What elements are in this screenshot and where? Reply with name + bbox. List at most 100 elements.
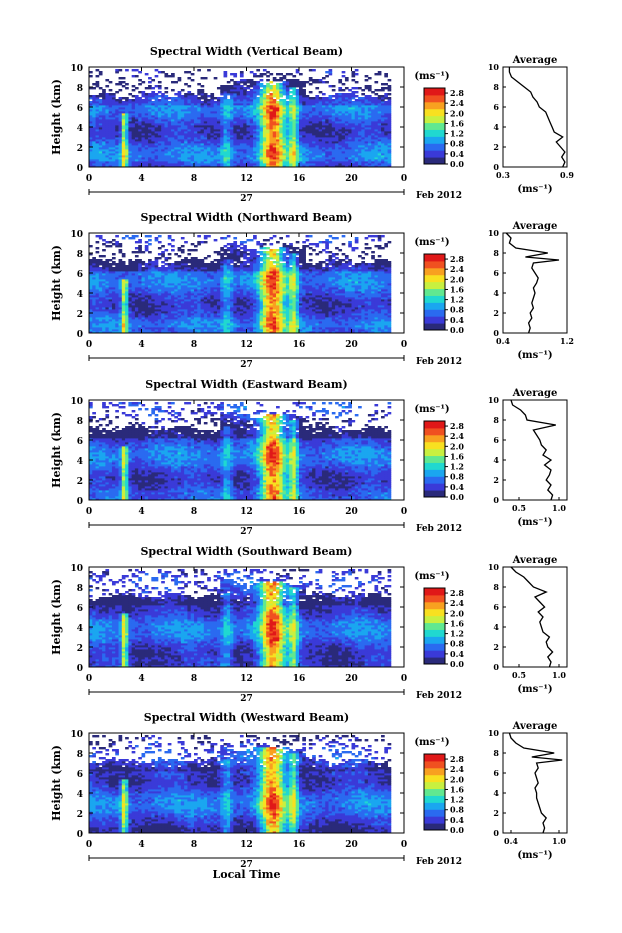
heatmap-cell: [299, 81, 303, 83]
heatmap-cell: [201, 77, 205, 79]
heatmap-cell: [142, 267, 146, 269]
heatmap-cell: [122, 101, 126, 103]
heatmap-cell: [388, 93, 392, 95]
heatmap-cell: [138, 71, 142, 73]
heatmap-cell: [240, 71, 244, 73]
heatmap-cell: [384, 73, 388, 75]
heatmap-cell: [164, 87, 168, 89]
heatmap-cell: [342, 89, 346, 91]
heatmap-cell: [181, 245, 185, 247]
heatmap-cell: [374, 89, 378, 91]
heatmap-cell: [184, 93, 188, 95]
colorbar-swatch: [424, 129, 445, 136]
heatmap-cell: [315, 87, 319, 89]
heatmap-cell: [89, 245, 93, 247]
heatmap-cell: [164, 91, 168, 93]
x-tick-label: 20: [345, 174, 358, 184]
panel-title: Spectral Width (Vertical Beam): [150, 45, 343, 58]
heatmap-cell: [112, 243, 116, 245]
heatmap-cell: [352, 101, 356, 103]
heatmap-cell: [99, 259, 103, 261]
heatmap-cell: [197, 97, 201, 99]
heatmap-cell: [332, 89, 336, 91]
heatmap-cell: [256, 81, 260, 83]
heatmap-cell: [233, 81, 237, 83]
heatmap-cell: [132, 251, 136, 253]
heatmap-cell: [191, 73, 195, 75]
colorbar-swatch: [424, 102, 445, 109]
colorbar-tick-label: 2.0: [450, 108, 464, 118]
heatmap-cell: [296, 89, 300, 91]
heatmap-cell: [155, 75, 159, 77]
heatmap-cell: [102, 249, 106, 251]
heatmap-cell: [299, 73, 303, 75]
heatmap-cell: [338, 93, 342, 95]
heatmap-cell: [151, 261, 155, 263]
heatmap-cell: [207, 69, 211, 71]
heatmap-cell: [332, 85, 336, 87]
heatmap-cell: [132, 235, 136, 237]
heatmap-cell: [355, 95, 359, 97]
heatmap-cell: [96, 81, 100, 83]
heatmap-cell: [355, 99, 359, 101]
heatmap-cell: [384, 101, 388, 103]
heatmap-cell: [309, 91, 313, 93]
heatmap-cell: [260, 79, 264, 81]
heatmap-cell: [138, 91, 142, 93]
heatmap-cell: [142, 251, 146, 253]
heatmap-cell: [145, 73, 149, 75]
heatmap-cell: [119, 249, 123, 251]
heatmap: [89, 235, 391, 333]
heatmap-cell: [260, 89, 264, 91]
heatmap-cell: [174, 81, 178, 83]
heatmap-cell: [158, 241, 162, 243]
heatmap-cell: [250, 79, 254, 81]
heatmap-cell: [168, 97, 172, 99]
heatmap-cell: [276, 83, 280, 85]
heatmap-cell: [352, 71, 356, 73]
heatmap-cell: [365, 85, 369, 87]
heatmap-cell: [368, 77, 372, 79]
heatmap-cell: [319, 97, 323, 99]
colorbar-tick-label: 0.8: [450, 139, 464, 149]
heatmap-cell: [204, 77, 208, 79]
colorbar-tick-label: 1.6: [450, 118, 464, 128]
heatmap-cell: [374, 93, 378, 95]
heatmap-cell: [112, 257, 116, 259]
heatmap-cell: [224, 85, 228, 87]
heatmap-cell: [132, 95, 136, 97]
heatmap-cell: [247, 79, 251, 81]
heatmap-cell: [197, 83, 201, 85]
heatmap-cell: [155, 93, 159, 95]
heatmap-cell: [119, 97, 123, 99]
heatmap-cell: [171, 245, 175, 247]
heatmap-cell: [105, 79, 109, 81]
heatmap-cell: [161, 93, 165, 95]
heatmap-cell: [312, 69, 316, 71]
heatmap-cell: [227, 81, 231, 83]
heatmap-cell: [115, 99, 119, 101]
heatmap-cell: [322, 93, 326, 95]
heatmap-cell: [374, 97, 378, 99]
heatmap-cell: [250, 71, 254, 73]
heatmap-cell: [329, 69, 333, 71]
heatmap-cell: [230, 85, 234, 87]
colorbar-unit: (ms⁻¹): [414, 71, 449, 82]
heatmap-cell: [109, 263, 113, 265]
y-tick-label: 6: [77, 104, 83, 114]
heatmap-cell: [384, 83, 388, 85]
heatmap-cell: [352, 87, 356, 89]
heatmap-cell: [358, 87, 362, 89]
heatmap-cell: [201, 85, 205, 87]
heatmap-cell: [96, 259, 100, 261]
heatmap-cell: [125, 83, 129, 85]
heatmap-cell: [164, 257, 168, 259]
heatmap-cell: [181, 259, 185, 261]
heatmap-cell: [99, 93, 103, 95]
heatmap-cell: [233, 73, 237, 75]
heatmap-cell: [89, 259, 93, 261]
heatmap-cell: [240, 79, 244, 81]
heatmap-cell: [227, 99, 231, 101]
heatmap-cell: [145, 263, 149, 265]
